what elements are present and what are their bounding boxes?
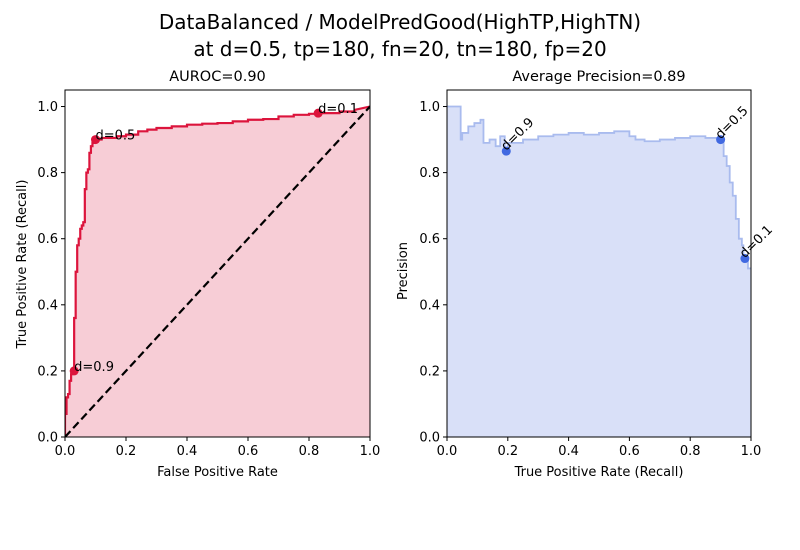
roc-x-tick-label: 0.4: [177, 444, 198, 459]
roc-x-tick-label: 1.0: [360, 444, 381, 459]
pr-chart-title: Average Precision=0.89: [512, 69, 685, 85]
roc-x-tick-label: 0.2: [116, 444, 137, 459]
pr-x-tick-label: 0.2: [497, 444, 518, 459]
figure-title-line2: at d=0.5, tp=180, fn=20, tn=180, fp=20: [193, 37, 606, 61]
roc-x-tick-label: 0.6: [238, 444, 259, 459]
pr-threshold-point: [740, 254, 750, 264]
pr-y-tick-label: 0.6: [419, 232, 440, 247]
pr-threshold-label: d=0.1: [737, 223, 776, 262]
pr-y-tick-label: 1.0: [419, 100, 440, 115]
figure-title-line1: DataBalanced / ModelPredGood(HighTP,High…: [159, 10, 641, 34]
roc-diagonal-line: [65, 105, 370, 437]
roc-chart: AUROC=0.90 False Positive Rate True Posi…: [15, 69, 380, 480]
roc-threshold-point: [91, 135, 100, 145]
roc-y-tick-label: 0.6: [37, 232, 58, 247]
pr-x-tick-label: 0.6: [619, 444, 640, 459]
roc-y-tick-label: 0.2: [37, 364, 58, 379]
roc-y-tick-label: 1.0: [37, 100, 58, 115]
pr-area-fill: [447, 106, 751, 437]
roc-threshold-point: [69, 366, 79, 376]
roc-chart-title: AUROC=0.90: [169, 69, 266, 85]
roc-y-tick-label: 0.8: [37, 166, 58, 181]
pr-y-tick-label: 0.2: [419, 364, 440, 379]
pr-y-axis-label: Precision: [396, 242, 411, 300]
roc-y-tick-label: 0.4: [37, 298, 58, 313]
pr-threshold-point: [716, 135, 726, 145]
roc-threshold-label: d=0.9: [74, 360, 114, 375]
roc-threshold-label: d=0.1: [318, 102, 358, 117]
roc-y-tick-label: 0.0: [37, 431, 58, 446]
roc-threshold-point: [313, 108, 323, 118]
pr-curve: [447, 105, 751, 270]
roc-x-tick-label: 0.0: [55, 444, 76, 459]
pr-y-tick-label: 0.0: [419, 431, 440, 446]
roc-axes-frame: [64, 89, 371, 438]
roc-y-axis-label: True Positive Rate (Recall): [15, 180, 30, 350]
pr-y-tick-label: 0.4: [419, 298, 440, 313]
pr-x-tick-label: 0.0: [437, 444, 458, 459]
pr-x-tick-label: 0.8: [680, 444, 701, 459]
pr-axes-frame: [446, 89, 752, 438]
pr-threshold-point: [501, 146, 511, 156]
roc-x-axis-label: False Positive Rate: [157, 465, 278, 480]
pr-x-axis-label: True Positive Rate (Recall): [514, 465, 684, 480]
pr-x-tick-label: 0.4: [558, 444, 579, 459]
roc-x-tick-label: 0.8: [299, 444, 320, 459]
pr-y-tick-label: 0.8: [419, 166, 440, 181]
roc-threshold-label: d=0.5: [96, 129, 136, 144]
pr-threshold-label: d=0.5: [713, 104, 752, 143]
precision-recall-chart: Average Precision=0.89 True Positive Rat…: [396, 69, 776, 480]
pr-x-tick-label: 1.0: [741, 444, 762, 459]
